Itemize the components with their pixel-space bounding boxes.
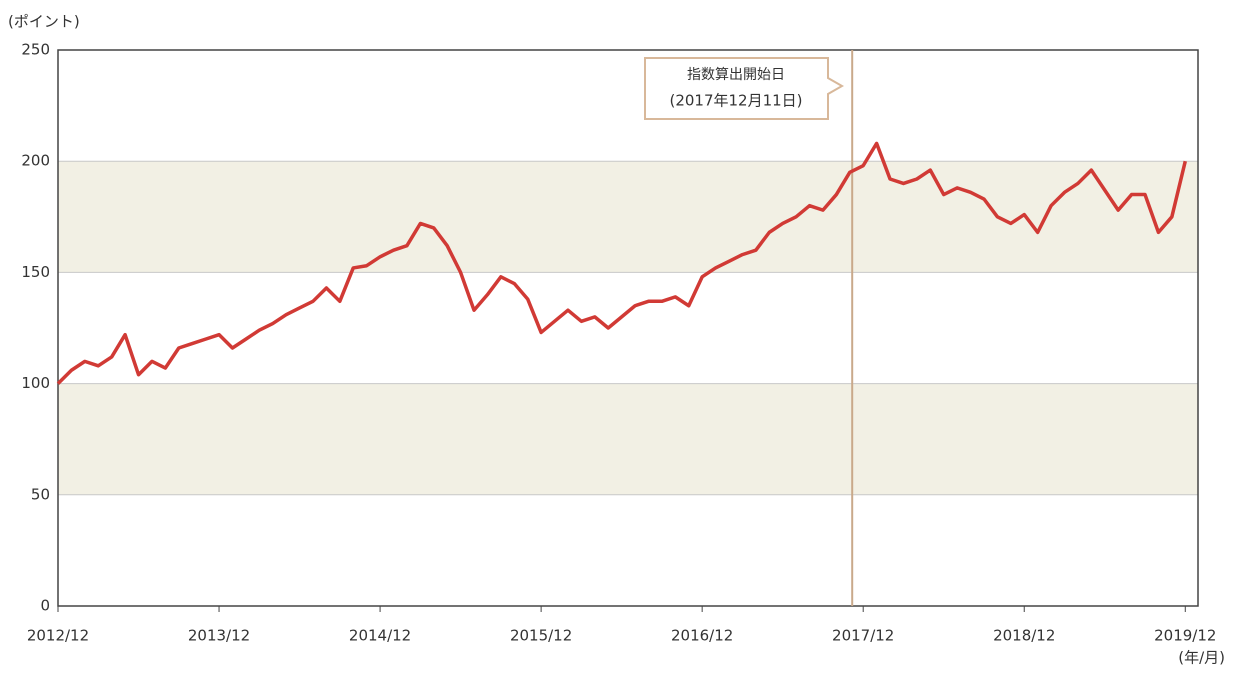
y-unit-label: (ポイント): [8, 13, 80, 31]
x-tick-label: 2013/12: [188, 627, 250, 645]
plot-frame: [57, 49, 1199, 607]
x-tick-label: 2015/12: [510, 627, 572, 645]
band: [58, 383, 1198, 495]
x-unit-label: (年/月): [1178, 649, 1225, 667]
annotation-box: [644, 57, 845, 120]
x-tick-label: 2014/12: [349, 627, 411, 645]
y-tick-label: 100: [21, 374, 50, 392]
y-tick-label: 200: [21, 152, 50, 170]
annotation-title: 指数算出開始日: [687, 67, 785, 83]
band: [58, 161, 1198, 273]
annotation-date: (2017年12月11日): [669, 92, 802, 110]
y-tick-label: 250: [21, 41, 50, 59]
y-tick-label: 0: [40, 597, 50, 615]
x-tick-label: 2019/12: [1154, 627, 1216, 645]
x-tick-label: 2018/12: [993, 627, 1055, 645]
x-tick-label: 2012/12: [27, 627, 89, 645]
y-tick-label: 150: [21, 263, 50, 281]
y-tick-label: 50: [31, 485, 50, 503]
x-tick-label: 2016/12: [671, 627, 733, 645]
x-tick-label: 2017/12: [832, 627, 894, 645]
line: [56, 141, 1187, 385]
